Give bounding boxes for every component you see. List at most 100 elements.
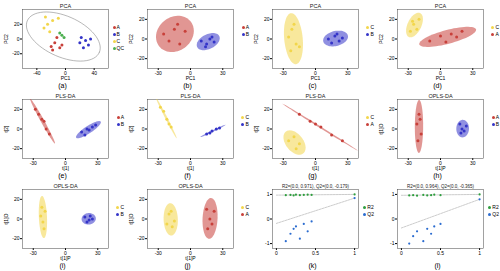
svg-text:20: 20: [264, 16, 270, 22]
html-text:(f): (f): [184, 172, 191, 179]
svg-text:PCA: PCA: [185, 3, 197, 9]
svg-text:20: 20: [389, 16, 395, 22]
svg-text:-30: -30: [155, 160, 162, 166]
svg-text:20: 20: [14, 106, 20, 112]
svg-text:20: 20: [14, 21, 20, 27]
svg-text:PLS-DA: PLS-DA: [181, 93, 201, 99]
svg-text:0: 0: [275, 250, 278, 256]
svg-text:t[2]: t[2]: [253, 125, 259, 133]
svg-text:40: 40: [91, 70, 97, 76]
svg-text:-30: -30: [405, 70, 412, 76]
html-text:(c): (c): [308, 82, 317, 89]
svg-text:1: 1: [353, 250, 356, 256]
svg-text:30: 30: [220, 160, 226, 166]
svg-text:PC1: PC1: [436, 75, 446, 81]
svg-text:PCA: PCA: [60, 3, 72, 9]
html-text:(a): (a): [58, 82, 67, 89]
svg-text:-40: -40: [33, 70, 40, 76]
svg-text:R2=(0.0, 0.964), Q2=(0.0, -0.3: R2=(0.0, 0.964), Q2=(0.0, -0.365): [407, 184, 475, 189]
svg-text:30: 30: [95, 160, 101, 166]
svg-text:t[1]: t[1]: [187, 165, 195, 171]
svg-text:PC2: PC2: [253, 34, 259, 44]
svg-text:0: 0: [17, 216, 20, 222]
svg-text:1: 1: [478, 250, 481, 256]
svg-text:-20: -20: [12, 145, 19, 151]
html-text:(e): (e): [58, 172, 67, 179]
svg-text:t[1]P: t[1]P: [60, 255, 71, 261]
svg-text:-30: -30: [280, 160, 287, 166]
svg-text:0.5: 0.5: [312, 250, 319, 256]
svg-text:20: 20: [389, 106, 395, 112]
svg-text:t[1]P: t[1]P: [185, 255, 196, 261]
svg-text:20: 20: [139, 196, 145, 202]
html-text:(b): (b): [183, 82, 192, 89]
svg-text:t[1]: t[1]: [62, 165, 70, 171]
svg-text:0: 0: [142, 126, 145, 132]
svg-text:20: 20: [14, 196, 20, 202]
svg-text:0: 0: [142, 36, 145, 42]
svg-text:0: 0: [392, 216, 395, 222]
svg-text:R2=(0.0, 0.971), Q2=(0.0, -0.1: R2=(0.0, 0.971), Q2=(0.0, -0.179): [282, 184, 350, 189]
svg-text:PC1: PC1: [186, 75, 196, 81]
html-text:(d): (d): [433, 82, 442, 89]
svg-text:0: 0: [392, 126, 395, 132]
svg-text:0: 0: [267, 126, 270, 132]
svg-text:20: 20: [139, 106, 145, 112]
svg-text:PC2: PC2: [378, 34, 384, 44]
svg-text:20: 20: [264, 106, 270, 112]
svg-text:t[1]O: t[1]O: [378, 123, 384, 134]
svg-text:0: 0: [392, 36, 395, 42]
svg-text:0: 0: [17, 126, 20, 132]
svg-text:0: 0: [400, 250, 403, 256]
svg-text:30: 30: [95, 250, 101, 256]
svg-text:-20: -20: [262, 145, 269, 151]
svg-text:30: 30: [345, 160, 351, 166]
svg-text:30: 30: [220, 250, 226, 256]
svg-text:-30: -30: [405, 160, 412, 166]
svg-text:0: 0: [267, 36, 270, 42]
svg-text:0.5: 0.5: [437, 250, 444, 256]
svg-text:-30: -30: [155, 250, 162, 256]
svg-text:t[1]P: t[1]P: [435, 165, 446, 171]
svg-text:PC2: PC2: [3, 34, 9, 44]
svg-text:-30: -30: [155, 70, 162, 76]
svg-text:PC1: PC1: [61, 75, 71, 81]
svg-text:PCA: PCA: [435, 3, 447, 9]
svg-text:0: 0: [267, 216, 270, 222]
svg-text:OPLS-DA: OPLS-DA: [428, 93, 452, 99]
svg-text:OPLS-DA: OPLS-DA: [53, 183, 77, 189]
svg-text:1: 1: [267, 191, 270, 197]
svg-text:PLS-DA: PLS-DA: [306, 93, 326, 99]
svg-text:t[1]: t[1]: [312, 165, 320, 171]
svg-text:-30: -30: [30, 160, 37, 166]
svg-text:t[2]: t[2]: [3, 125, 9, 133]
svg-text:-1: -1: [265, 240, 270, 246]
svg-text:PC1: PC1: [311, 75, 321, 81]
svg-text:OPLS-DA: OPLS-DA: [178, 183, 202, 189]
svg-text:0: 0: [17, 36, 20, 42]
svg-text:30: 30: [470, 70, 476, 76]
svg-text:30: 30: [345, 70, 351, 76]
svg-text:-20: -20: [137, 145, 144, 151]
svg-text:-30: -30: [30, 250, 37, 256]
svg-text:1: 1: [392, 191, 395, 197]
svg-text:t[2]: t[2]: [128, 125, 134, 133]
svg-text:-30: -30: [280, 70, 287, 76]
svg-text:-20: -20: [387, 55, 394, 61]
svg-text:-20: -20: [137, 235, 144, 241]
svg-text:PCA: PCA: [310, 3, 322, 9]
svg-text:-20: -20: [262, 55, 269, 61]
svg-text:30: 30: [220, 70, 226, 76]
svg-text:0: 0: [142, 216, 145, 222]
svg-text:-20: -20: [12, 235, 19, 241]
svg-text:-20: -20: [12, 50, 19, 56]
svg-text:30: 30: [470, 160, 476, 166]
svg-text:-20: -20: [137, 55, 144, 61]
svg-text:t[1]O: t[1]O: [128, 213, 134, 224]
svg-text:PC2: PC2: [128, 34, 134, 44]
svg-text:-20: -20: [387, 145, 394, 151]
svg-text:20: 20: [139, 16, 145, 22]
svg-text:-1: -1: [390, 240, 395, 246]
svg-text:PLS-DA: PLS-DA: [56, 93, 76, 99]
svg-text:t[1]O: t[1]O: [3, 213, 9, 224]
